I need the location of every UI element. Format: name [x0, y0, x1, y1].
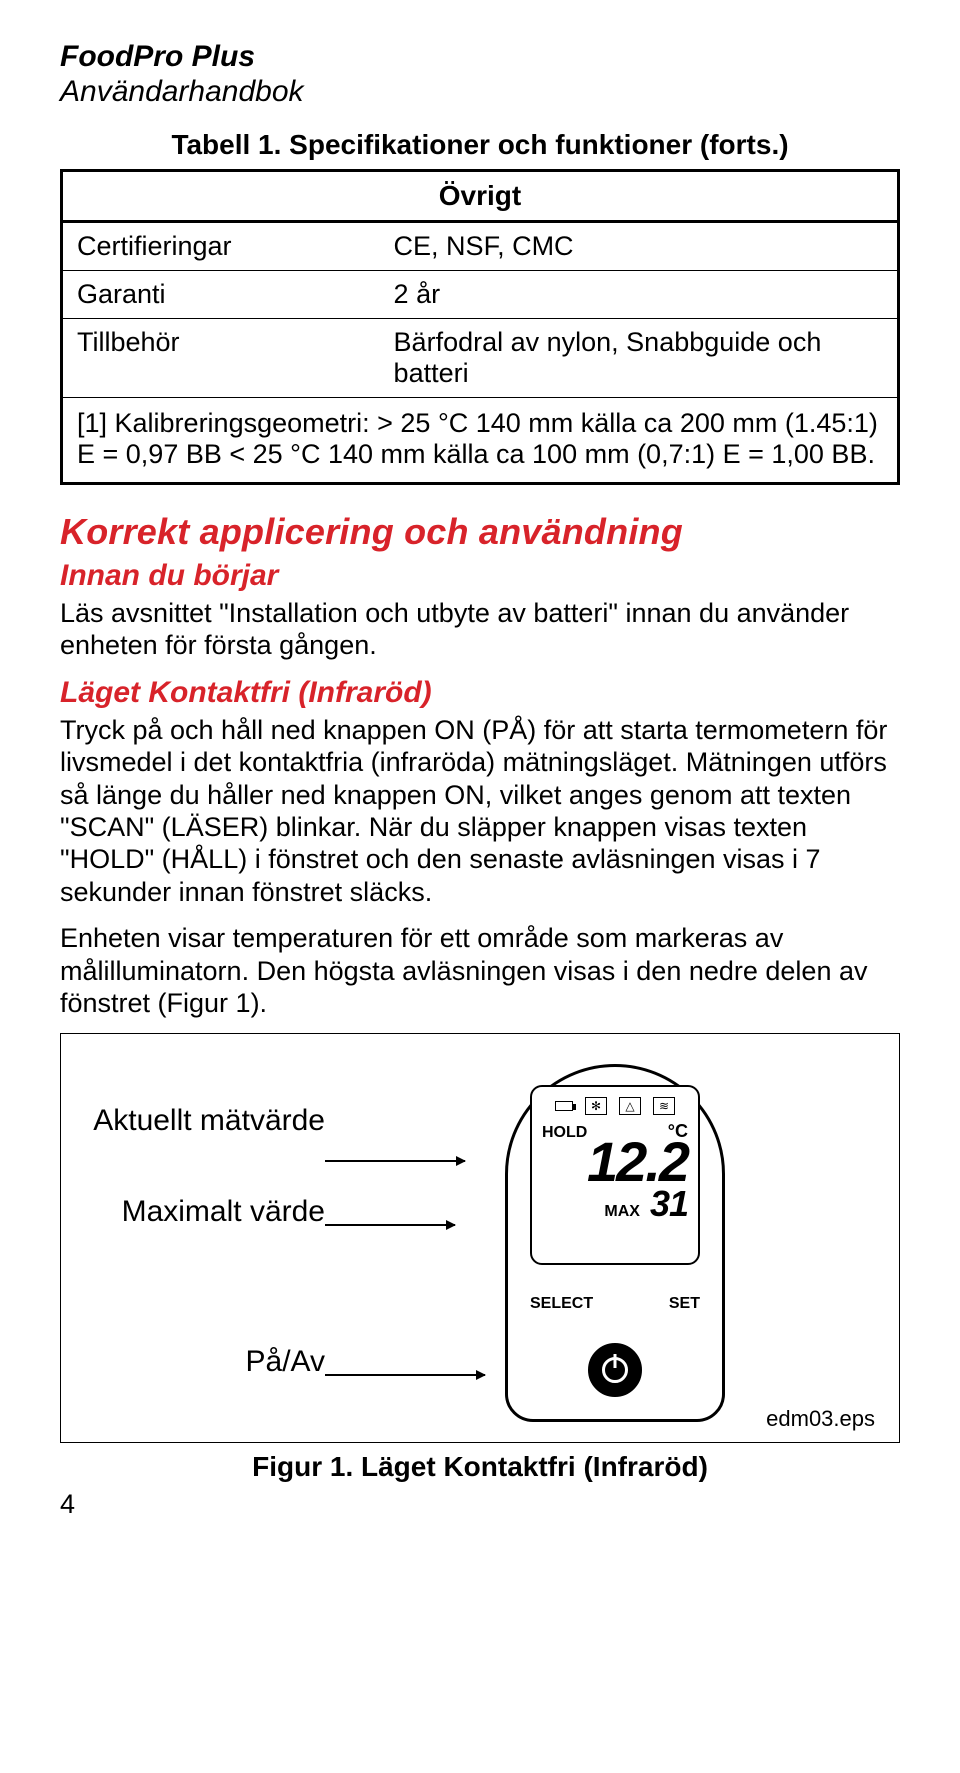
body-paragraph: Enheten visar temperaturen för ett områd… [60, 922, 900, 1019]
body-paragraph: Tryck på och håll ned knappen ON (PÅ) fö… [60, 714, 900, 908]
lcd-screen: ✻ △ ≋ HOLD °C 12.2 MAX 31 [530, 1085, 700, 1265]
heat-icon: ≋ [653, 1097, 675, 1115]
lcd-main-value: 12.2 [542, 1138, 688, 1186]
document-header: FoodPro Plus Användarhandbok [60, 40, 900, 109]
figure-label-max: Maximalt värde [85, 1195, 325, 1230]
device-illustration: ✻ △ ≋ HOLD °C 12.2 MAX 31 SELECT [355, 1064, 875, 1422]
set-button-label: SET [669, 1295, 700, 1313]
doc-subtitle: Användarhandbok [60, 75, 900, 110]
table-title: Tabell 1. Specifikationer och funktioner… [60, 129, 900, 161]
subsection-heading: Innan du börjar [60, 559, 900, 593]
body-paragraph: Läs avsnittet "Installation och utbyte a… [60, 597, 900, 662]
thermometer-device: ✻ △ ≋ HOLD °C 12.2 MAX 31 SELECT [505, 1064, 725, 1422]
figure-box: Aktuellt mätvärde Maximalt värde På/Av ✻… [60, 1033, 900, 1443]
figure-label-current: Aktuellt mätvärde [85, 1104, 325, 1139]
lcd-icon-row: ✻ △ ≋ [542, 1095, 688, 1117]
page-number: 4 [60, 1489, 900, 1520]
figure-labels: Aktuellt mätvärde Maximalt värde På/Av [85, 1064, 325, 1380]
device-button-row: SELECT SET [530, 1295, 700, 1313]
table-cell-value: Bärfodral av nylon, Snabbguide och batte… [380, 319, 899, 398]
spec-table: Övrigt Certifieringar CE, NSF, CMC Garan… [60, 169, 900, 485]
lcd-max-label: MAX [604, 1203, 640, 1221]
warning-icon: △ [619, 1097, 641, 1115]
subsection-heading: Läget Kontaktfri (Infraröd) [60, 676, 900, 710]
table-row: Garanti 2 år [62, 271, 899, 319]
doc-title: FoodPro Plus [60, 40, 900, 75]
snowflake-icon: ✻ [585, 1097, 607, 1115]
arrow-icon [325, 1160, 465, 1162]
arrow-icon [325, 1224, 455, 1226]
table-cell-label: Garanti [62, 271, 380, 319]
table-row: Certifieringar CE, NSF, CMC [62, 222, 899, 271]
power-icon [602, 1357, 628, 1383]
figure-caption: Figur 1. Läget Kontaktfri (Infraröd) [60, 1451, 900, 1483]
arrow-icon [325, 1374, 485, 1376]
table-row: [1] Kalibreringsgeometri: > 25 °C 140 mm… [62, 398, 899, 484]
battery-icon [555, 1101, 573, 1111]
table-footnote: [1] Kalibreringsgeometri: > 25 °C 140 mm… [62, 398, 899, 484]
section-heading: Korrekt applicering och användning [60, 511, 900, 553]
lcd-max-value: 31 [650, 1188, 688, 1220]
eps-filename: edm03.eps [766, 1406, 875, 1432]
table-cell-label: Certifieringar [62, 222, 380, 271]
select-button-label: SELECT [530, 1295, 593, 1313]
table-row: Tillbehör Bärfodral av nylon, Snabbguide… [62, 319, 899, 398]
table-cell-value: CE, NSF, CMC [380, 222, 899, 271]
table-cell-label: Tillbehör [62, 319, 380, 398]
power-button [588, 1343, 642, 1397]
table-cell-value: 2 år [380, 271, 899, 319]
table-section-header: Övrigt [62, 171, 899, 222]
figure-label-onoff: På/Av [85, 1345, 325, 1380]
